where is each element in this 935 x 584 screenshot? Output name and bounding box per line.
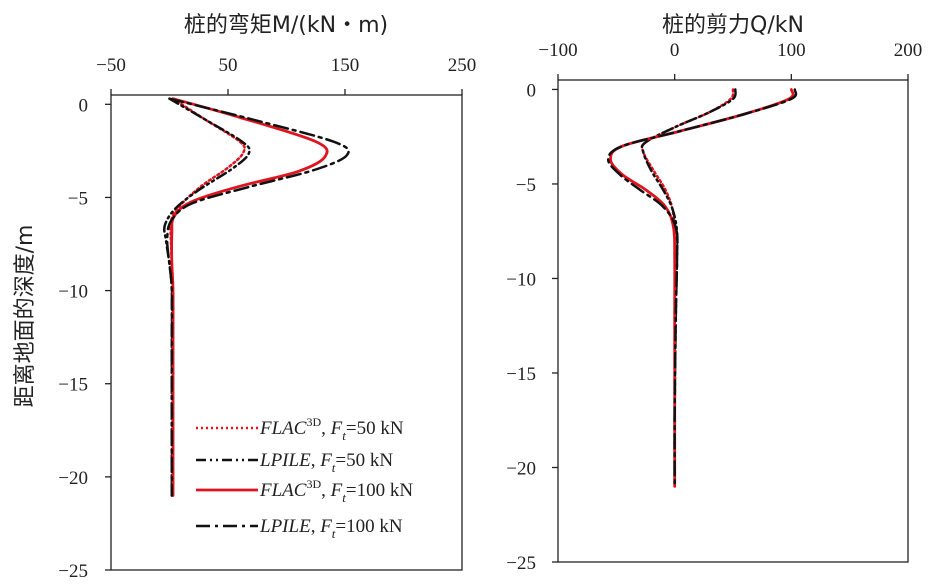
moment-x-axis-title: 桩的弯矩M/(kN・m) — [184, 13, 388, 38]
y-tick-label: −15 — [506, 364, 536, 385]
legend-label: LPILE, Ft=50 kN — [259, 450, 393, 475]
y-tick-label: −25 — [58, 561, 88, 582]
legend-label: FLAC3D, Ft=50 kN — [259, 415, 404, 443]
x-tick-label: 0 — [670, 40, 680, 61]
shear-x-ticks: −100 0 100 200 — [538, 40, 922, 80]
shear-series-layer — [606, 88, 798, 488]
y-tick-label: 0 — [79, 95, 89, 116]
x-tick-label: 200 — [894, 40, 923, 61]
depth-y-axis-title: 距离地面的深度/m — [13, 225, 38, 408]
y-tick-label: −10 — [58, 282, 88, 303]
moment-plot-frame — [110, 94, 463, 571]
moment-chart: 桩的弯矩M/(kN・m) 距离地面的深度/m −50 50 150 250 0 −5 −1… — [13, 13, 476, 582]
x-tick-label: 250 — [448, 55, 477, 76]
y-tick-label: −20 — [506, 458, 536, 479]
shear-chart: 桩的剪力Q/kN −100 0 100 200 0−5−10−15−20−25 — [506, 13, 922, 574]
shear-x-axis-title: 桩的剪力Q/kN — [662, 13, 804, 38]
y-tick-label: 0 — [527, 80, 537, 101]
legend-label: FLAC3D, Ft=100 kN — [259, 477, 413, 505]
y-tick-label: −20 — [58, 468, 88, 489]
y-tick-label: −5 — [68, 188, 88, 209]
series-line-0 — [640, 88, 735, 488]
y-tick-label: −10 — [506, 269, 536, 290]
series-line-2 — [609, 88, 795, 488]
moment-x-ticks: −50 50 150 250 — [96, 55, 476, 95]
series-line-0 — [168, 97, 246, 497]
x-tick-label: 150 — [331, 55, 360, 76]
moment-y-ticks: 0 −5 −10 −15 −20 −25 — [58, 95, 111, 582]
x-tick-label: −50 — [96, 55, 126, 76]
moment-series-layer — [162, 97, 350, 497]
x-tick-label: −100 — [538, 40, 577, 61]
series-line-2 — [170, 97, 329, 497]
series-line-3 — [165, 97, 350, 497]
x-tick-label: 100 — [777, 40, 806, 61]
y-tick-label: −15 — [58, 375, 88, 396]
shear-y-ticks: 0 −5 −10 −15 −20 −25 — [506, 80, 558, 574]
y-tick-label: −25 — [506, 553, 536, 574]
legend-label: LPILE, Ft=100 kN — [259, 516, 403, 541]
x-tick-label: 50 — [219, 55, 238, 76]
series-line-3 — [606, 88, 798, 488]
y-tick-label: −5 — [516, 175, 536, 196]
series-line-1 — [162, 97, 251, 497]
series-line-1 — [640, 88, 737, 488]
shear-plot-frame — [557, 79, 909, 563]
